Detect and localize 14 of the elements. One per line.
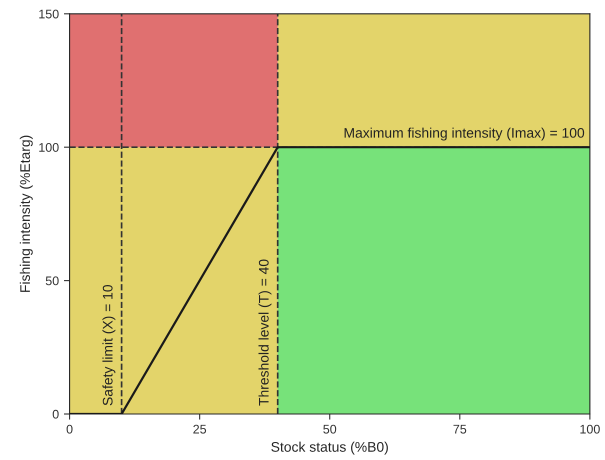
x-tick-label: 75 bbox=[453, 424, 466, 434]
x-tick-label: 0 bbox=[66, 424, 73, 434]
y-tick-label: 50 bbox=[46, 276, 59, 286]
y-tick-label: 0 bbox=[52, 410, 59, 419]
y-tick-label: 100 bbox=[39, 143, 59, 152]
ref-line-label: Safety limit (X) = 10 bbox=[102, 284, 116, 406]
y-axis-title: Fishing intensity (%Etarg) bbox=[20, 136, 33, 292]
x-tick-label: 50 bbox=[323, 424, 336, 434]
ref-line-label: Maximum fishing intensity (Imax) = 100 bbox=[344, 128, 584, 141]
x-tick-label: 100 bbox=[580, 424, 600, 434]
y-tick-label: 150 bbox=[39, 10, 59, 18]
x-axis-title: Stock status (%B0) bbox=[271, 442, 388, 455]
ref-line-label: Threshold level (T) = 40 bbox=[258, 259, 272, 406]
x-tick-label: 25 bbox=[193, 424, 206, 434]
